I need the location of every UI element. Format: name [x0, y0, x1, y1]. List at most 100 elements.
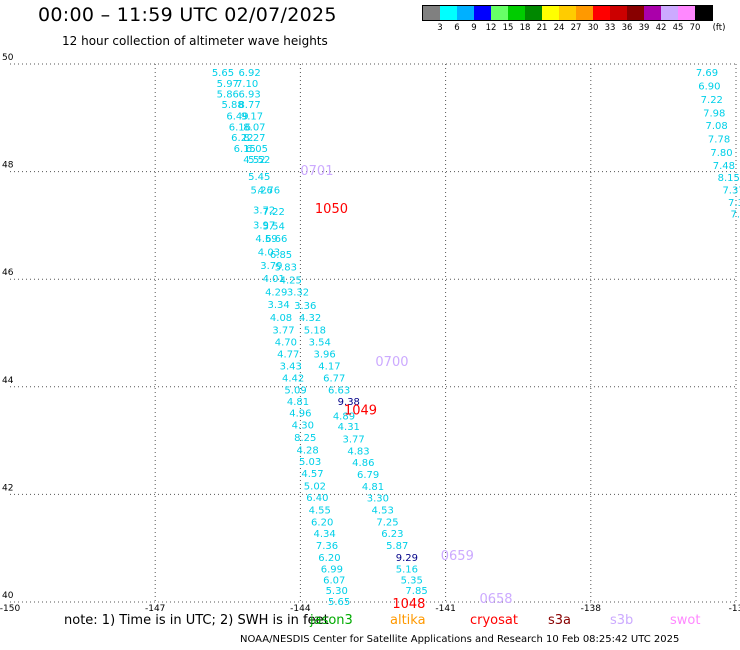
data-point-label: 3.96: [313, 350, 335, 361]
color-scale-tick-label: 33: [604, 23, 616, 33]
data-point-label: 4.89: [333, 411, 355, 422]
data-point-label: 6.16: [229, 122, 251, 133]
data-point-label: 6.49: [226, 112, 248, 123]
data-point-label: 7.37: [722, 185, 740, 196]
data-point-label: 7.08: [706, 121, 728, 132]
satellite-legend-item: cryosat: [470, 613, 518, 628]
color-swatch: [474, 6, 491, 20]
data-point-label: 4.31: [338, 422, 360, 433]
data-point-label: 4.30: [292, 421, 314, 432]
data-point-label: 7.48: [713, 161, 735, 172]
satellite-legend-item: s3b: [610, 613, 634, 628]
data-point-label: 4.32: [299, 313, 321, 324]
x-tick-label: -138: [581, 604, 602, 614]
data-point-label: 4.53: [372, 506, 394, 517]
satellite-legend-item: s3a: [548, 613, 572, 628]
data-point-label: 4.77: [277, 350, 299, 361]
data-point-label: 7.80: [710, 148, 732, 159]
data-point-label: 5.03: [299, 457, 321, 468]
data-point-label: 4.83: [347, 446, 369, 457]
data-point-label: 6.05: [246, 144, 268, 155]
data-point-label: 6.63: [328, 386, 350, 397]
x-tick-label: -13: [729, 604, 740, 614]
data-point-label: 5.87: [386, 541, 408, 552]
color-scale-unit: (ft): [712, 23, 726, 33]
data-point-label: 6.66: [265, 234, 287, 245]
data-point-label: 6.40: [306, 493, 328, 504]
pass-time-annotation: 1048: [392, 597, 425, 612]
color-scale-tick-label: 39: [638, 23, 650, 33]
data-point-label: 3.32: [287, 288, 309, 299]
data-point-label: 4.03: [258, 247, 280, 258]
color-swatch: [542, 6, 559, 20]
x-tick-label: -141: [435, 604, 455, 614]
data-point-label: 5.52: [248, 155, 270, 166]
color-swatch: [695, 6, 712, 20]
data-point-label: 5.35: [401, 575, 423, 586]
data-point-label: 6.99: [321, 565, 343, 576]
note-text: note: 1) Time is in UTC; 2) SWH is in fe…: [64, 613, 329, 628]
data-point-label: 5.09: [284, 386, 306, 397]
data-point-label: 4.86: [352, 458, 374, 469]
data-point-label: 6.20: [311, 517, 333, 528]
data-point-label: 7.36: [316, 541, 338, 552]
data-point-label: 6.22: [231, 133, 253, 144]
data-point-label: 4.28: [297, 445, 319, 456]
pass-time-annotation: 1049: [344, 404, 377, 419]
color-swatch: [593, 6, 610, 20]
data-point-label: 6.20: [318, 553, 340, 564]
color-swatch: [440, 6, 457, 20]
x-tick-label: -144: [290, 604, 311, 614]
data-point-label: 5.30: [326, 586, 348, 597]
data-point-label: 5.88: [222, 100, 244, 111]
data-point-label: 4.42: [282, 374, 304, 385]
color-scale-labels: 3 6 9 12 15 18 21 24 27 30 33 36 39 42 45 70 (ft): [422, 21, 725, 35]
data-point-label: 8.27: [243, 133, 265, 144]
data-point-label: 7.78: [708, 134, 730, 145]
data-point-label: 4.70: [275, 338, 297, 349]
data-point-label: 5.65: [328, 597, 350, 608]
color-scale-tick-label: 3: [437, 23, 443, 33]
data-point-label: 7.3: [730, 210, 740, 221]
data-point-label: 4.29: [265, 288, 287, 299]
data-point-label: 8.77: [238, 100, 260, 111]
data-point-label: 3.30: [367, 494, 389, 505]
satellite-legend-item: altika: [390, 613, 426, 628]
color-scale-tick-label: 12: [485, 23, 497, 33]
data-point-label: 4.34: [313, 529, 335, 540]
color-swatch: [457, 6, 474, 20]
color-scale-tick-label: 21: [536, 23, 548, 33]
data-point-label: 4.81: [362, 482, 384, 493]
data-point-label: 6.79: [357, 470, 379, 481]
footer-credit: NOAA/NESDIS Center for Satellite Applica…: [240, 634, 680, 645]
data-point-label: 7.22: [701, 95, 723, 106]
data-point-label: 4.59: [255, 234, 277, 245]
data-point-label: 7.10: [236, 79, 258, 90]
data-point-label: 9.38: [338, 397, 360, 408]
data-point-label: 5.54: [263, 221, 285, 232]
data-point-label: 7.98: [703, 108, 725, 119]
x-tick-label: -147: [145, 604, 165, 614]
data-point-label: 7.69: [696, 68, 718, 79]
color-scale-tick-label: 42: [655, 23, 667, 33]
data-point-label: 4.57: [301, 469, 323, 480]
pass-time-annotation: 0701: [300, 164, 333, 179]
data-point-label: 9.17: [241, 112, 263, 123]
color-swatch: [661, 6, 678, 20]
pass-time-annotation: 1050: [315, 202, 348, 217]
y-tick-label: 48: [2, 161, 14, 171]
data-point-label: 3.54: [309, 338, 331, 349]
page-title: 00:00 – 11:59 UTC 02/07/2025: [38, 4, 337, 26]
satellite-legend: jason3 altika cryosat s3a s3b swot: [0, 613, 740, 631]
color-scale-tick-label: 9: [471, 23, 477, 33]
color-swatch: [491, 6, 508, 20]
color-scale-tick-label: 6: [454, 23, 460, 33]
color-scale-tick-label: 30: [587, 23, 599, 33]
data-point-label: 3.72: [253, 205, 275, 216]
data-point-label: 8.07: [243, 122, 265, 133]
data-point-label: 5.83: [275, 262, 297, 273]
color-swatch: [525, 6, 542, 20]
data-point-label: 6.07: [323, 575, 345, 586]
